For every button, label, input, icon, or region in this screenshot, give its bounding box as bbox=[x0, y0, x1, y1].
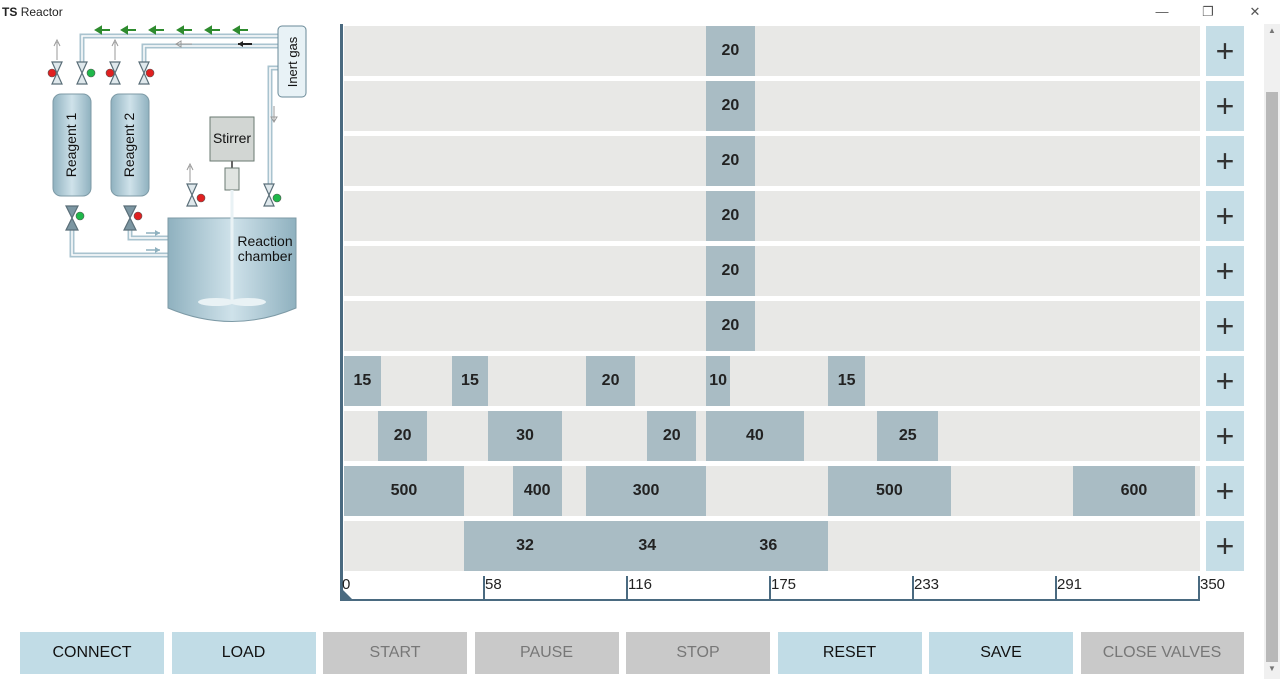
add-step-button[interactable]: + bbox=[1206, 246, 1244, 296]
timeline-step[interactable]: 15 bbox=[451, 356, 489, 406]
timeline-row[interactable]: 32 34 36 bbox=[344, 521, 1200, 571]
timeline-row[interactable]: 20 bbox=[344, 191, 1200, 241]
add-step-button[interactable]: + bbox=[1206, 411, 1244, 461]
time-axis bbox=[340, 599, 1200, 601]
reagent-1-label: Reagent 1 bbox=[63, 112, 79, 177]
save-button[interactable]: SAVE bbox=[929, 632, 1073, 674]
axis-tick-label: 291 bbox=[1057, 576, 1083, 593]
app-title-bold: TS bbox=[2, 5, 18, 19]
app-title-name: Reactor bbox=[20, 5, 63, 19]
timeline-step[interactable]: 20 bbox=[705, 246, 755, 296]
timeline-step[interactable]: 400 bbox=[512, 466, 562, 516]
step-timeline: 20 +20 +20 +20 +20 +20 +15 15 20 10 15 +20 30 20 40 25 +… bbox=[340, 24, 1246, 604]
valve-status-dots bbox=[47, 68, 282, 221]
scrollbar-thumb[interactable] bbox=[1266, 92, 1278, 662]
timeline-step[interactable]: 34 bbox=[586, 521, 709, 571]
reactor-diagram: Reagent 1 Reagent 2 Inert gas Stirrer Re… bbox=[47, 25, 307, 322]
restore-button[interactable]: ❐ bbox=[1202, 4, 1214, 19]
axis-tick-label: 58 bbox=[485, 576, 502, 593]
axis-tick-label: 233 bbox=[914, 576, 940, 593]
pause-button[interactable]: PAUSE bbox=[474, 632, 619, 674]
timeline-row[interactable]: 20 bbox=[344, 81, 1200, 131]
add-step-button[interactable]: + bbox=[1206, 26, 1244, 76]
timeline-step[interactable]: 10 bbox=[705, 356, 731, 406]
close-window-button[interactable]: ✕ bbox=[1249, 4, 1261, 19]
connect-button[interactable]: CONNECT bbox=[20, 632, 164, 674]
timeline-row[interactable]: 500 400 300 500 600 bbox=[344, 466, 1200, 516]
timeline-step[interactable]: 20 bbox=[705, 191, 755, 241]
axis-tick bbox=[912, 576, 914, 599]
add-step-button[interactable]: + bbox=[1206, 466, 1244, 516]
axis-tick bbox=[769, 576, 771, 599]
add-step-button[interactable]: + bbox=[1206, 356, 1244, 406]
add-step-button[interactable]: + bbox=[1206, 136, 1244, 186]
timeline-row[interactable]: 20 bbox=[344, 26, 1200, 76]
timeline-row[interactable]: 15 15 20 10 15 bbox=[344, 356, 1200, 406]
timeline-step[interactable]: 20 bbox=[705, 81, 755, 131]
timeline-step[interactable]: 30 bbox=[488, 411, 562, 461]
timeline-step[interactable]: 300 bbox=[586, 466, 706, 516]
timeline-row[interactable]: 20 bbox=[344, 301, 1200, 351]
load-button[interactable]: LOAD bbox=[171, 632, 316, 674]
axis-tick bbox=[1198, 576, 1200, 599]
scroll-up-icon[interactable]: ▲ bbox=[1268, 26, 1276, 35]
timeline-step[interactable]: 500 bbox=[344, 466, 464, 516]
timeline-step[interactable]: 32 bbox=[463, 521, 587, 571]
timeline-step[interactable]: 20 bbox=[705, 26, 755, 76]
axis-handle-icon[interactable] bbox=[340, 587, 354, 601]
timeline-step[interactable]: 20 bbox=[647, 411, 697, 461]
title-bar: TS Reactor — ❐ ✕ bbox=[0, 0, 1280, 24]
timeline-step[interactable]: 40 bbox=[705, 411, 804, 461]
start-button[interactable]: START bbox=[323, 632, 467, 674]
valves bbox=[51, 61, 275, 231]
add-step-button[interactable]: + bbox=[1206, 191, 1244, 241]
timeline-step[interactable]: 20 bbox=[705, 136, 755, 186]
axis-tick bbox=[1055, 576, 1057, 599]
add-step-button[interactable]: + bbox=[1206, 301, 1244, 351]
inert-gas-label: Inert gas bbox=[285, 36, 300, 87]
reagent-2-label: Reagent 2 bbox=[121, 112, 137, 177]
timeline-step[interactable]: 15 bbox=[344, 356, 381, 406]
chamber-label-line2: chamber bbox=[238, 248, 293, 264]
timeline-row[interactable]: 20 bbox=[344, 136, 1200, 186]
axis-tick-label: 116 bbox=[628, 576, 652, 593]
timeline-step[interactable]: 600 bbox=[1072, 466, 1196, 516]
add-step-button[interactable]: + bbox=[1206, 81, 1244, 131]
timeline-step[interactable]: 500 bbox=[828, 466, 951, 516]
timeline-row[interactable]: 20 bbox=[344, 246, 1200, 296]
timeline-step[interactable]: 36 bbox=[708, 521, 829, 571]
flow-arrows bbox=[94, 25, 248, 35]
timeline-row[interactable]: 20 30 20 40 25 bbox=[344, 411, 1200, 461]
axis-tick-label: 350 bbox=[1200, 576, 1226, 593]
app-title: TS Reactor bbox=[2, 5, 63, 19]
inert-gas-box bbox=[277, 25, 307, 98]
vertical-scrollbar[interactable]: ▲ ▼ bbox=[1264, 24, 1280, 679]
axis-tick-label: 175 bbox=[771, 576, 797, 593]
timeline-step[interactable]: 25 bbox=[877, 411, 939, 461]
axis-tick-label: 0 bbox=[342, 576, 351, 593]
stirrer-box bbox=[209, 116, 255, 162]
scroll-down-icon[interactable]: ▼ bbox=[1268, 664, 1276, 673]
timeline-step[interactable]: 15 bbox=[828, 356, 865, 406]
timeline-step[interactable]: 20 bbox=[586, 356, 636, 406]
chamber-label-line1: Reaction bbox=[237, 233, 292, 249]
axis-tick bbox=[483, 576, 485, 599]
reset-button[interactable]: RESET bbox=[777, 632, 922, 674]
add-step-button[interactable]: + bbox=[1206, 521, 1244, 571]
timeline-step[interactable]: 20 bbox=[705, 301, 755, 351]
axis-tick bbox=[626, 576, 628, 599]
stirrer-label: Stirrer bbox=[213, 130, 251, 146]
reagent-2-vessel bbox=[110, 93, 150, 197]
close-valves-button[interactable]: CLOSE VALVES bbox=[1080, 632, 1244, 674]
timeline-step[interactable]: 20 bbox=[378, 411, 428, 461]
minimize-button[interactable]: — bbox=[1155, 4, 1169, 19]
stop-button[interactable]: STOP bbox=[626, 632, 770, 674]
reagent-1-vessel bbox=[52, 93, 92, 197]
timeline-start-line bbox=[340, 24, 343, 599]
